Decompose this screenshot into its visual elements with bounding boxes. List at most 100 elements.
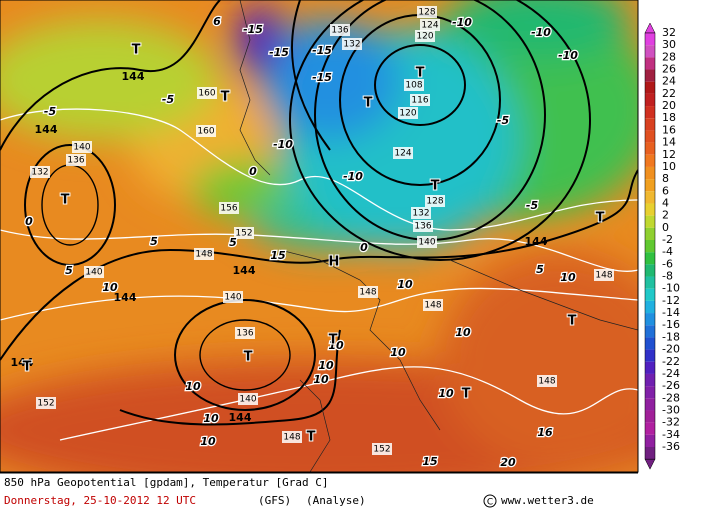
geopotential-label: 124 bbox=[421, 21, 438, 31]
geopotential-label: 144 bbox=[229, 411, 252, 424]
temperature-label: 10 bbox=[328, 339, 344, 352]
geopotential-label: 144 bbox=[122, 70, 145, 83]
label-box bbox=[358, 286, 378, 298]
label-box bbox=[417, 236, 437, 248]
temperature-label: 5 bbox=[150, 235, 158, 248]
color-cell bbox=[645, 179, 655, 192]
colorbar-label: -20 bbox=[662, 343, 680, 356]
label-box bbox=[398, 107, 418, 119]
colorbar-label: 0 bbox=[662, 221, 669, 234]
temperature-label: 15 bbox=[270, 249, 286, 262]
label-box bbox=[282, 431, 302, 443]
color-cell bbox=[645, 118, 655, 131]
footer-model: (GFS) bbox=[258, 494, 291, 507]
isotherms bbox=[0, 108, 638, 441]
geopotential-label: 144 bbox=[525, 235, 548, 248]
label-box bbox=[413, 220, 433, 232]
temperature-label: 0 bbox=[360, 241, 368, 254]
temperature-label: 16 bbox=[537, 426, 553, 439]
geopotential-label: 152 bbox=[373, 445, 390, 455]
colorbar-label: 4 bbox=[662, 196, 669, 209]
label-box bbox=[194, 248, 214, 260]
color-cell bbox=[645, 264, 655, 277]
label-box bbox=[537, 375, 557, 387]
geopotential-label: 132 bbox=[31, 168, 48, 178]
geopotential-label: 148 bbox=[359, 288, 376, 298]
color-cell bbox=[645, 45, 655, 58]
temperature-label: 10 bbox=[438, 387, 454, 400]
geopotential-label: 108 bbox=[405, 81, 422, 91]
geopotential-label: 148 bbox=[424, 301, 441, 311]
pressure-center: H bbox=[329, 255, 340, 270]
color-cell bbox=[645, 81, 655, 94]
label-box bbox=[342, 38, 362, 50]
colorbar-label: -28 bbox=[662, 391, 680, 404]
label-box bbox=[196, 125, 216, 137]
geopotential-label: 140 bbox=[85, 268, 102, 278]
geopotential-label: 128 bbox=[418, 8, 435, 18]
colorbar-label: -14 bbox=[662, 306, 680, 319]
temperature-label: 10 bbox=[455, 326, 471, 339]
temperature-label: 10 bbox=[200, 435, 216, 448]
geopotential-label: 160 bbox=[197, 127, 214, 137]
colorbar-cap bbox=[644, 458, 656, 470]
colorbar-label: -4 bbox=[662, 245, 673, 258]
geopotential-label: 136 bbox=[236, 329, 253, 339]
geopotential-label: 160 bbox=[198, 89, 215, 99]
label-box bbox=[404, 79, 424, 91]
color-cell bbox=[645, 288, 655, 301]
geopotential-label: 152 bbox=[37, 399, 54, 409]
pressure-center: T bbox=[221, 90, 230, 105]
label-box bbox=[393, 147, 413, 159]
temperature-label: 10 bbox=[102, 281, 118, 294]
geopotential-label: 148 bbox=[195, 250, 212, 260]
colorbar-label: -6 bbox=[662, 257, 673, 270]
temperature-label: 0 bbox=[249, 165, 257, 178]
geopotential-label: 140 bbox=[73, 143, 90, 153]
color-cell bbox=[645, 361, 655, 374]
colorbar-label: -34 bbox=[662, 428, 680, 441]
label-box bbox=[84, 266, 104, 278]
geopotential-label: 144 bbox=[233, 264, 256, 277]
color-cell bbox=[645, 69, 655, 82]
geopotential-label: 144 bbox=[114, 291, 137, 304]
geopotential-label: 136 bbox=[331, 26, 348, 36]
coastlines bbox=[239, 0, 638, 472]
geopotential-label: 120 bbox=[416, 32, 433, 42]
temperature-label: 20 bbox=[500, 456, 516, 469]
label-box bbox=[417, 6, 437, 18]
label-box bbox=[235, 327, 255, 339]
geopotential-label: 124 bbox=[394, 149, 411, 159]
temperature-label: -15 bbox=[312, 44, 332, 57]
label-box bbox=[420, 19, 440, 31]
geopotential-label: 140 bbox=[224, 293, 241, 303]
color-cell bbox=[645, 215, 655, 228]
colorbar-label: 28 bbox=[662, 50, 676, 63]
temperature-label: -5 bbox=[526, 199, 539, 212]
colorbar-label: -36 bbox=[662, 440, 680, 453]
colorbar-cap bbox=[644, 22, 656, 34]
temperature-label: -5 bbox=[44, 105, 57, 118]
geopotential-label: 144 bbox=[35, 123, 58, 136]
color-cell bbox=[645, 325, 655, 338]
colorbar-label: -30 bbox=[662, 403, 680, 416]
geopotential-label: 156 bbox=[220, 204, 237, 214]
temperature-label: -10 bbox=[273, 138, 293, 151]
colorbar-label: -26 bbox=[662, 379, 680, 392]
pressure-center: T bbox=[132, 43, 141, 58]
label-box bbox=[410, 94, 430, 106]
colorbar-label: 12 bbox=[662, 148, 676, 161]
label-box bbox=[197, 87, 217, 99]
color-cell bbox=[645, 240, 655, 253]
temperature-label: -10 bbox=[452, 16, 472, 29]
colorbar-label: 22 bbox=[662, 87, 676, 100]
colorbar-label: 20 bbox=[662, 99, 676, 112]
colorbar-label: -24 bbox=[662, 367, 680, 380]
colorbar-label: 2 bbox=[662, 209, 669, 222]
colorbar-label: 18 bbox=[662, 111, 676, 124]
pressure-center: T bbox=[329, 333, 338, 348]
temperature-label: -10 bbox=[558, 49, 578, 62]
footer-source: www.wetter3.de bbox=[501, 494, 594, 507]
label-box bbox=[238, 393, 258, 405]
color-cell bbox=[645, 410, 655, 423]
